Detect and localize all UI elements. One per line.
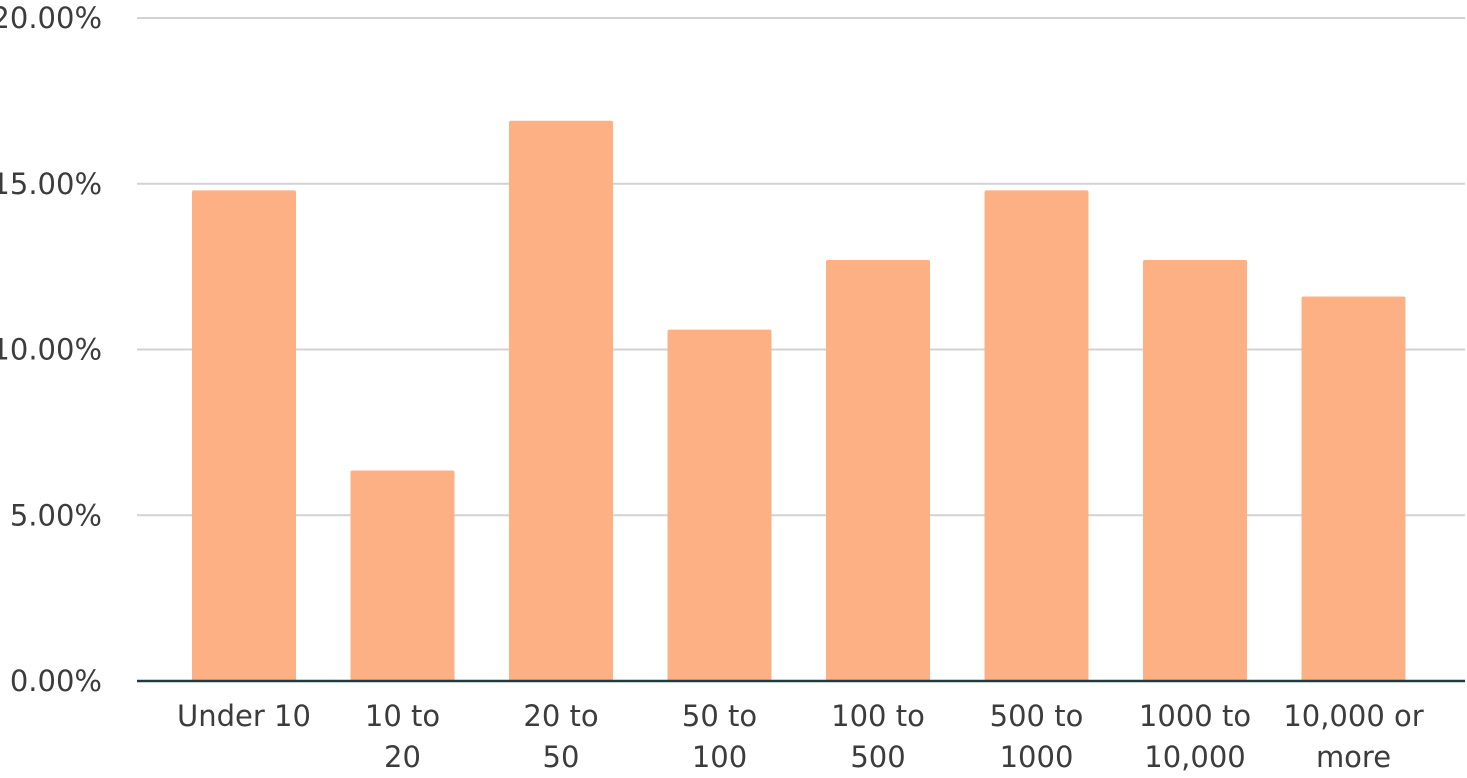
bar [667, 329, 772, 681]
x-category-label-line: 20 to [523, 699, 598, 733]
x-category-label-line: 50 to [682, 699, 757, 733]
x-category-label: 10,000 or more [1283, 699, 1423, 774]
x-category-label: 1000 to 10,000 [1139, 699, 1251, 774]
x-category-label-line: more [1316, 740, 1391, 774]
bar [826, 259, 930, 681]
x-category-label-line: 100 [692, 740, 747, 774]
x-category-label: Under 10 [177, 699, 311, 733]
x-category-label: 20 to 50 [523, 699, 598, 774]
x-category-label-line: 500 [850, 740, 905, 774]
x-category-label-line: 1000 to [1139, 699, 1251, 733]
x-category-label-line: 100 to [831, 699, 925, 733]
y-tick-label: 15.00% [0, 167, 102, 201]
y-tick-label: 5.00% [10, 498, 102, 532]
x-category-label: 500 to 1000 [990, 699, 1084, 774]
y-tick-label: 0.00% [10, 664, 102, 698]
bar [350, 470, 455, 681]
x-axis-category-labels: Under 10 10 to 20 20 to 50 50 to 100 100 to 500 5… [177, 699, 1424, 774]
x-category-label: 100 to 500 [831, 699, 925, 774]
y-tick-label: 10.00% [0, 333, 102, 367]
x-category-label-line: 50 [543, 740, 580, 774]
x-category-label-line: 1000 [1000, 740, 1074, 774]
x-category-label-line: Under 10 [177, 699, 311, 733]
bar [192, 190, 296, 681]
x-category-label-line: 10,000 [1144, 740, 1245, 774]
y-tick-label: 20.00% [0, 1, 102, 35]
x-category-label: 10 to 20 [365, 699, 440, 774]
gridlines [137, 17, 1465, 517]
x-category-label-line: 20 [384, 740, 421, 774]
bar [1143, 259, 1247, 681]
y-axis-tick-labels: 0.00% 5.00% 10.00% 15.00% 20.00% [0, 1, 102, 698]
bar [1301, 296, 1406, 681]
x-category-label-line: 500 to [990, 699, 1084, 733]
x-category-label-line: 10 to [365, 699, 440, 733]
x-category-label-line: 10,000 or [1283, 699, 1423, 733]
bar [984, 190, 1089, 681]
x-category-label: 50 to 100 [682, 699, 757, 774]
bars [192, 120, 1406, 681]
bar [509, 120, 613, 681]
